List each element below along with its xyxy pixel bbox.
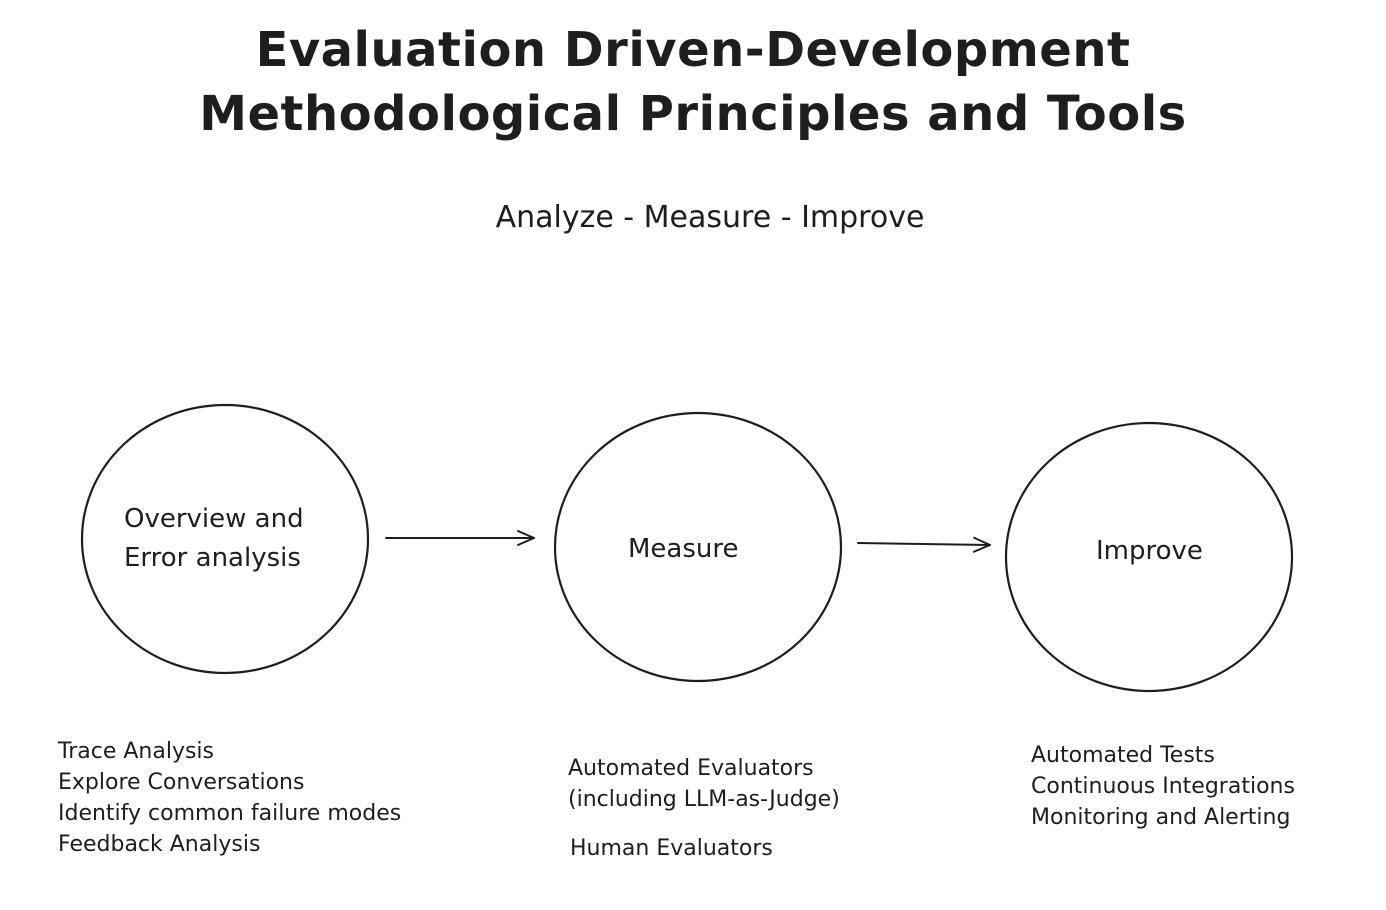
overview-label: Overview and Error analysis: [124, 500, 304, 578]
improve-label: Improve: [1096, 532, 1203, 571]
note-item: (including LLM-as-Judge): [568, 787, 840, 812]
improve-circle[interactable]: [1004, 421, 1294, 693]
title-line-1: Evaluation Driven-Development: [255, 22, 1131, 78]
measure-notes: Automated Evaluators (including LLM-as-J…: [568, 753, 840, 864]
note-item: Continuous Integrations: [1031, 774, 1295, 799]
note-item: Automated Tests: [1031, 743, 1215, 768]
title-line-2: Methodological Principles and Tools: [199, 86, 1187, 142]
note-item: Monitoring and Alerting: [1031, 805, 1291, 830]
note-item: Identify common failure modes: [58, 801, 402, 826]
note-item: Automated Evaluators: [568, 756, 814, 781]
overview-notes: Trace Analysis Explore Conversations Ide…: [58, 736, 401, 860]
subtitle: Analyze - Measure - Improve: [495, 200, 925, 235]
measure-label: Measure: [628, 530, 739, 569]
improve-notes: Automated Tests Continuous Integrations …: [1031, 740, 1295, 833]
note-item: Trace Analysis: [58, 739, 214, 764]
arrow-measure-to-improve: [857, 536, 991, 553]
notes-spacer: [568, 815, 840, 833]
measure-label-text: Measure: [628, 534, 739, 564]
improve-label-text: Improve: [1096, 536, 1203, 566]
measure-circle[interactable]: [553, 411, 843, 683]
note-item: Explore Conversations: [58, 770, 305, 795]
overview-label-line-2: Error analysis: [124, 543, 301, 573]
note-item: Feedback Analysis: [58, 832, 261, 857]
note-item: Human Evaluators: [570, 836, 773, 861]
overview-circle[interactable]: [80, 403, 370, 675]
overview-label-line-1: Overview and: [124, 504, 304, 534]
